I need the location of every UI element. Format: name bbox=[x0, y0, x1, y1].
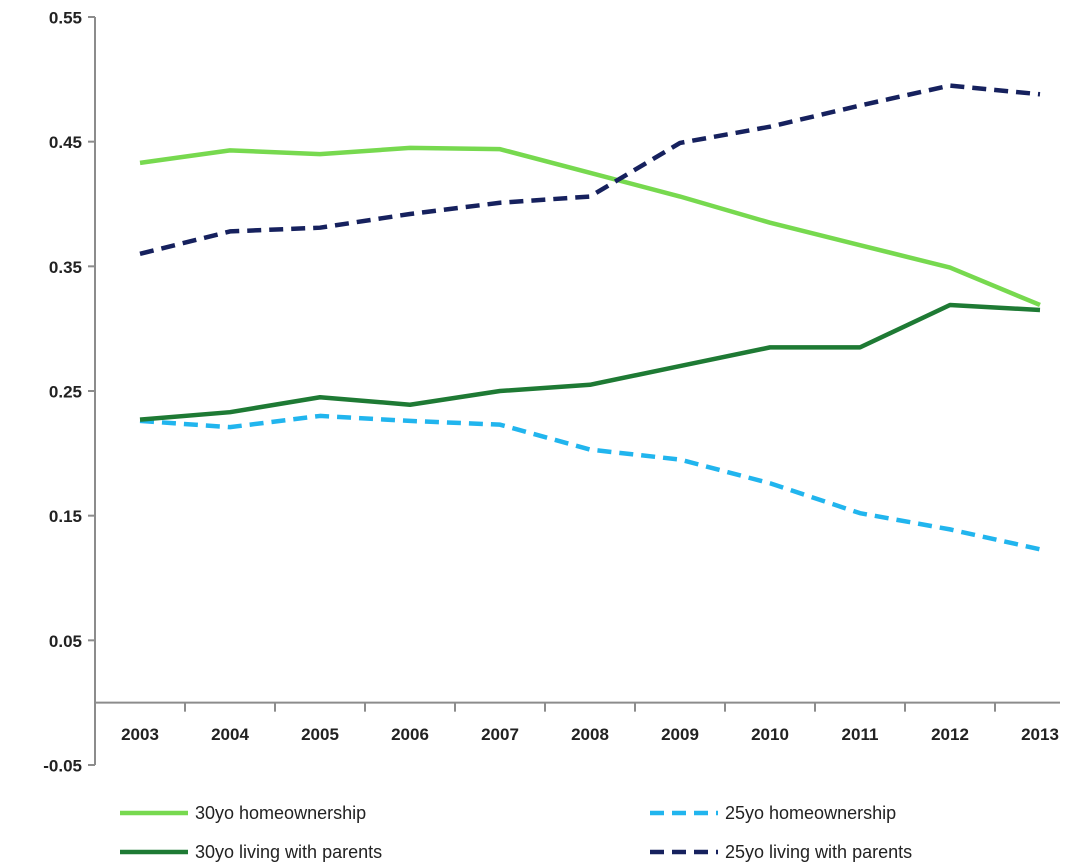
y-tick-label: 0.25 bbox=[49, 382, 82, 401]
series-line bbox=[139, 302, 1041, 422]
x-tick-label: 2008 bbox=[571, 725, 609, 744]
x-tick-label: 2004 bbox=[211, 725, 249, 744]
y-tick-label: 0.05 bbox=[49, 632, 82, 651]
legend-label: 30yo living with parents bbox=[195, 842, 382, 862]
x-tick-label: 2009 bbox=[661, 725, 699, 744]
y-tick-label: -0.05 bbox=[43, 756, 82, 775]
x-tick-label: 2007 bbox=[481, 725, 519, 744]
x-tick-label: 2005 bbox=[301, 725, 339, 744]
x-tick-label: 2006 bbox=[391, 725, 429, 744]
series-line bbox=[139, 83, 1041, 257]
series-line bbox=[139, 413, 1041, 552]
y-tick-label: 0.15 bbox=[49, 507, 82, 526]
y-tick-label: 0.45 bbox=[49, 133, 82, 152]
x-tick-label: 2010 bbox=[751, 725, 789, 744]
x-tick-label: 2011 bbox=[842, 725, 879, 744]
series-line bbox=[139, 145, 1041, 308]
x-tick-label: 2003 bbox=[121, 725, 159, 744]
legend-label: 30yo homeownership bbox=[195, 803, 366, 823]
x-tick-label: 2013 bbox=[1021, 725, 1059, 744]
legend-label: 25yo homeownership bbox=[725, 803, 896, 823]
legend-label: 25yo living with parents bbox=[725, 842, 912, 862]
y-tick-label: 0.35 bbox=[49, 258, 82, 277]
y-tick-label: 0.55 bbox=[49, 8, 82, 27]
x-tick-label: 2012 bbox=[931, 725, 969, 744]
